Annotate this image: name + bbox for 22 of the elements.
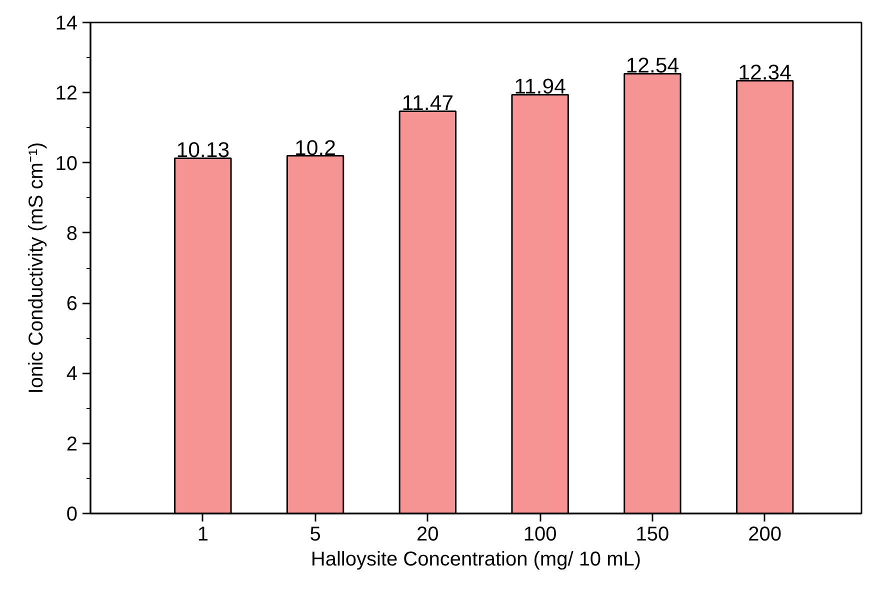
data-label: 10.2 (294, 136, 336, 160)
y-tick-label: 4 (66, 363, 78, 386)
y-tick-label: 14 (55, 12, 78, 34)
data-label: 10.13 (176, 138, 230, 162)
y-tick-label: 6 (66, 293, 78, 316)
x-tick-label: 1 (197, 524, 208, 546)
x-tick-label: 150 (636, 524, 670, 546)
x-tick-label: 200 (748, 524, 782, 546)
y-axis-title: Ionic Conductivity (mS cm⁻¹) (25, 142, 48, 394)
data-label: 11.94 (514, 74, 566, 99)
x-tick-label: 100 (523, 524, 557, 546)
y-tick-label: 2 (66, 433, 78, 456)
x-axis-title: Halloysite Concentration (mg/ 10 mL) (310, 548, 642, 570)
x-tick-label: 20 (416, 524, 439, 546)
data-label: 12.54 (626, 54, 680, 78)
data-label: 11.47 (402, 91, 454, 116)
y-tick-label: 0 (66, 504, 78, 526)
y-tick-label: 8 (66, 222, 78, 245)
x-tick-label: 5 (310, 524, 321, 546)
y-tick-label: 10 (55, 152, 78, 175)
data-label: 12.34 (738, 60, 792, 85)
y-tick-label: 12 (55, 82, 78, 105)
